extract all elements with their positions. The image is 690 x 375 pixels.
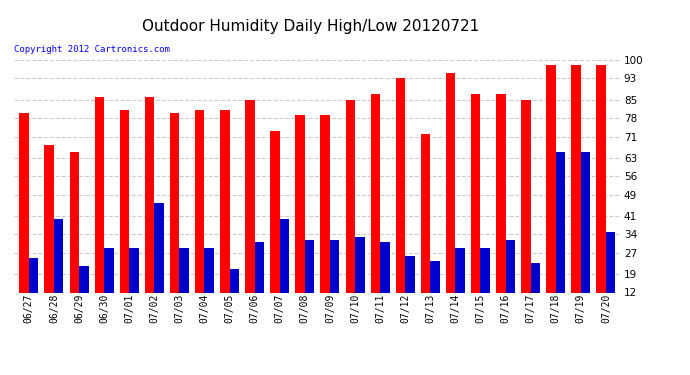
Bar bbox=[305, 240, 315, 324]
Bar bbox=[346, 100, 355, 324]
Bar bbox=[70, 153, 79, 324]
Bar bbox=[330, 240, 339, 324]
Bar bbox=[279, 219, 289, 324]
Bar bbox=[506, 240, 515, 324]
Bar bbox=[119, 110, 129, 324]
Bar bbox=[471, 94, 480, 324]
Bar bbox=[431, 261, 440, 324]
Bar bbox=[255, 242, 264, 324]
Bar bbox=[521, 100, 531, 324]
Bar bbox=[371, 94, 380, 324]
Bar bbox=[606, 232, 615, 324]
Bar bbox=[421, 134, 431, 324]
Bar bbox=[95, 97, 104, 324]
Bar bbox=[395, 78, 405, 324]
Bar bbox=[155, 202, 164, 324]
Bar bbox=[581, 153, 591, 324]
Bar bbox=[546, 65, 555, 324]
Bar bbox=[170, 113, 179, 324]
Bar bbox=[455, 248, 465, 324]
Bar bbox=[320, 116, 330, 324]
Bar bbox=[596, 65, 606, 324]
Bar bbox=[179, 248, 189, 324]
Bar bbox=[129, 248, 139, 324]
Bar bbox=[405, 255, 415, 324]
Bar bbox=[230, 269, 239, 324]
Bar bbox=[220, 110, 230, 324]
Text: Copyright 2012 Cartronics.com: Copyright 2012 Cartronics.com bbox=[14, 45, 170, 54]
Bar bbox=[29, 258, 39, 324]
Bar bbox=[204, 248, 214, 324]
Bar bbox=[295, 116, 305, 324]
Bar bbox=[54, 219, 63, 324]
Bar bbox=[480, 248, 490, 324]
Bar bbox=[195, 110, 204, 324]
Bar bbox=[446, 73, 455, 324]
Bar bbox=[555, 153, 565, 324]
Bar bbox=[44, 144, 54, 324]
Bar bbox=[245, 100, 255, 324]
Bar bbox=[19, 113, 29, 324]
Bar bbox=[531, 263, 540, 324]
Bar bbox=[104, 248, 114, 324]
Bar bbox=[571, 65, 581, 324]
Bar bbox=[79, 266, 88, 324]
Bar bbox=[380, 242, 390, 324]
Bar bbox=[355, 237, 364, 324]
Bar bbox=[496, 94, 506, 324]
Bar bbox=[145, 97, 155, 324]
Bar bbox=[270, 131, 279, 324]
Text: Outdoor Humidity Daily High/Low 20120721: Outdoor Humidity Daily High/Low 20120721 bbox=[142, 19, 479, 34]
